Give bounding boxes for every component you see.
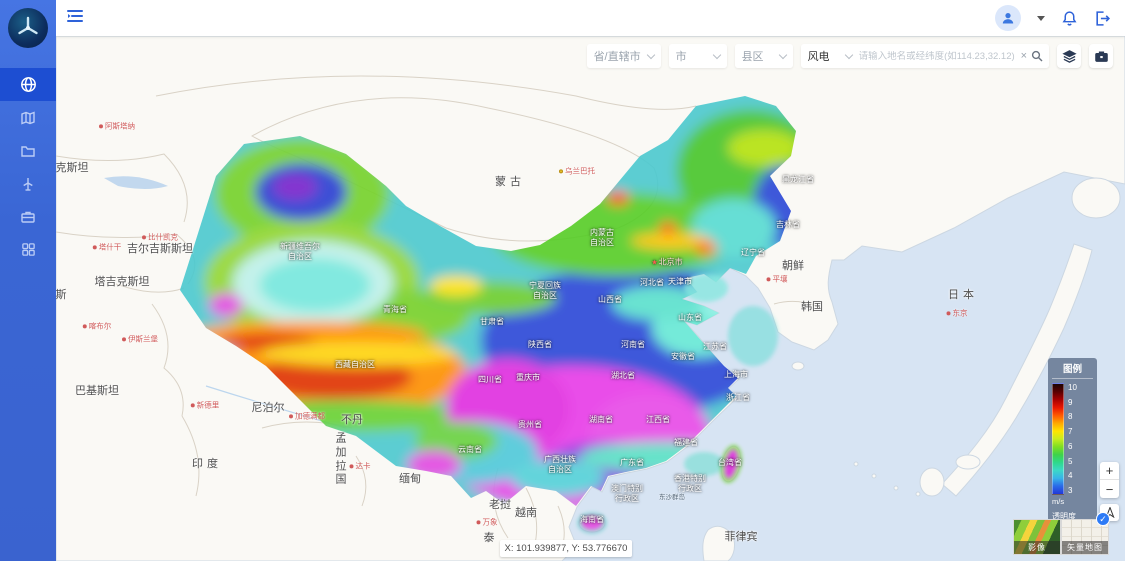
legend-colorbar — [1052, 383, 1064, 495]
map-sheet-icon — [21, 110, 35, 125]
legend-tick: 10 — [1068, 383, 1077, 392]
folder-icon — [21, 145, 35, 157]
app-logo — [8, 8, 48, 48]
province-select-value: 省/直辖市 — [593, 51, 641, 63]
briefcase-icon — [21, 211, 35, 223]
wind-turbine-logo-icon — [18, 16, 38, 35]
zoom-out-button[interactable]: − — [1105, 481, 1114, 497]
wind-speed-heatmap-layer — [180, 96, 796, 533]
resource-type-value: 风电 — [807, 51, 830, 63]
notifications-button[interactable] — [1061, 10, 1078, 27]
layers-icon — [1061, 49, 1077, 63]
province-select[interactable]: 省/直辖市 — [586, 44, 661, 68]
layers-button[interactable] — [1057, 44, 1081, 68]
user-menu-caret[interactable] — [1037, 15, 1045, 21]
toolbox-icon — [1094, 51, 1108, 62]
basemap-imagery-label: 影像 — [1014, 541, 1060, 554]
sidebar — [0, 0, 56, 561]
county-select[interactable]: 县区 — [734, 44, 793, 68]
county-select-value: 县区 — [741, 51, 764, 63]
globe-icon — [20, 77, 36, 92]
basemap-option-vector[interactable]: 矢量地图 — [1061, 519, 1109, 555]
user-avatar[interactable] — [995, 5, 1021, 31]
logout-icon — [1096, 10, 1111, 26]
map-canvas[interactable]: 蒙古 吉尔吉斯斯坦 塔吉克斯坦 巴基斯坦 尼泊尔 不丹 印度孟 加 拉 国缅甸 老挝 越南泰朝鲜… — [56, 36, 1125, 561]
sidebar-item-apps[interactable] — [0, 233, 56, 266]
top-header — [56, 0, 1125, 36]
basemap-vector-label: 矢量地图 — [1062, 541, 1108, 554]
sidebar-item-planning[interactable] — [0, 101, 56, 134]
toolbox-button[interactable] — [1089, 44, 1113, 68]
legend-tick: 5 — [1068, 456, 1073, 466]
sidebar-item-wind-farm[interactable] — [0, 167, 56, 200]
grid-icon — [21, 243, 35, 256]
logout-button[interactable] — [1094, 10, 1111, 27]
chevron-down-icon — [778, 50, 787, 59]
sidebar-item-projects[interactable] — [0, 200, 56, 233]
collapse-menu-icon — [67, 9, 83, 22]
user-icon — [1002, 13, 1014, 24]
search-combo: 风电 × — [800, 44, 1049, 68]
filter-toolbar: 省/直辖市 市 县区 风电 × — [586, 44, 1113, 68]
chevron-down-icon — [844, 50, 853, 59]
legend-title: 图例 — [1052, 361, 1093, 379]
search-icon[interactable] — [1031, 50, 1043, 62]
sidebar-item-files[interactable] — [0, 134, 56, 167]
clear-search-icon[interactable]: × — [1020, 49, 1027, 62]
coordinate-readout: X: 101.939877, Y: 53.776670 — [500, 540, 632, 557]
chevron-down-icon — [712, 50, 721, 59]
legend-tick: 6 — [1068, 441, 1073, 451]
basemap-selected-check-icon: ✓ — [1096, 512, 1110, 526]
legend-tick: 4 — [1068, 471, 1073, 481]
basemap-switcher: 影像 矢量地图 — [1013, 519, 1109, 555]
city-select[interactable]: 市 — [668, 44, 727, 68]
wind-turbine-icon — [23, 177, 33, 191]
sidebar-item-map-view[interactable] — [0, 68, 56, 101]
legend-tick: 9 — [1068, 397, 1073, 407]
legend-tick: 8 — [1068, 412, 1073, 422]
search-input[interactable] — [858, 50, 1017, 62]
legend-tick: 3 — [1068, 485, 1073, 495]
zoom-in-button[interactable]: + — [1100, 462, 1119, 480]
chevron-down-icon — [646, 50, 655, 59]
zoom-controls: + − — [1100, 462, 1119, 498]
legend-ticks: 10 9 8 7 6 5 4 3 — [1068, 383, 1077, 495]
header-actions — [995, 5, 1111, 31]
city-select-value: 市 — [675, 51, 687, 63]
basemap-option-imagery[interactable]: 影像 — [1013, 519, 1061, 555]
bell-icon — [1062, 10, 1077, 26]
legend-tick: 7 — [1068, 427, 1073, 437]
resource-type-select[interactable]: 风电 — [801, 48, 859, 64]
legend-unit: m/s — [1052, 497, 1065, 506]
collapse-menu-button[interactable] — [66, 8, 84, 29]
